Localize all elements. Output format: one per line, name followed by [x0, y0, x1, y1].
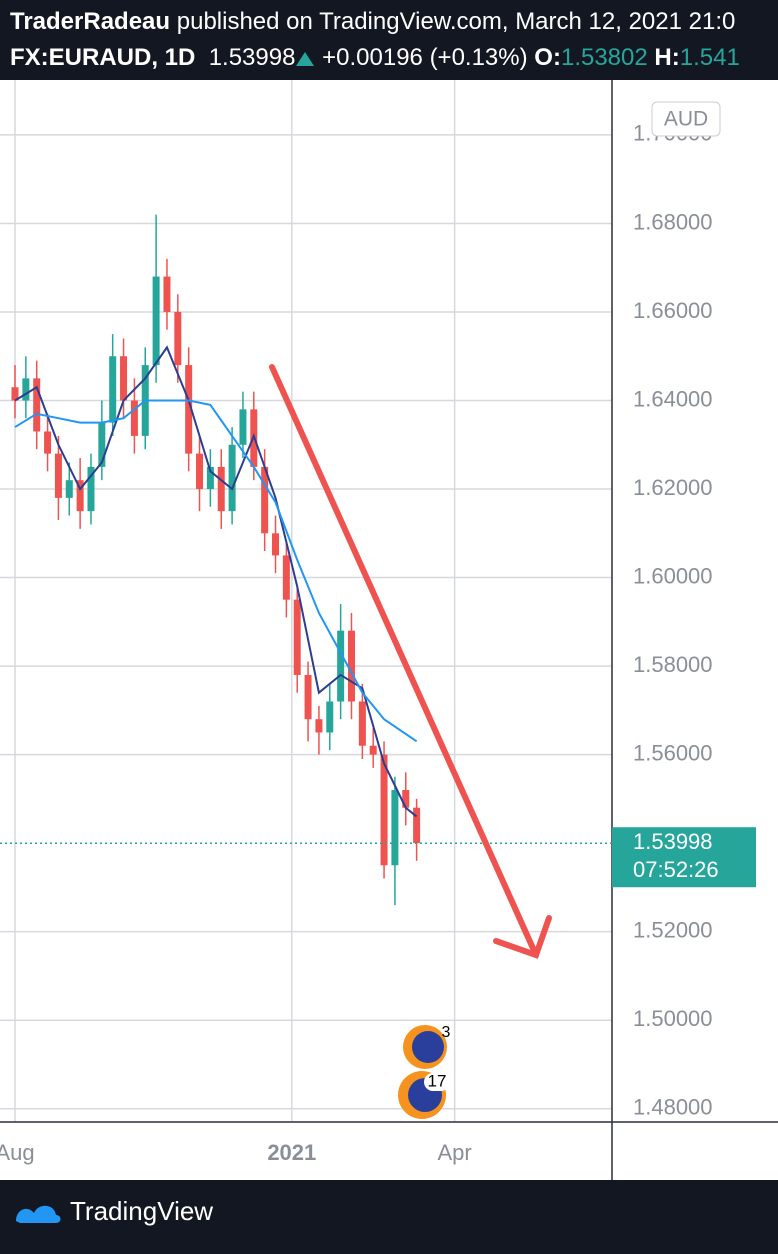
x-tick-label: Aug: [0, 1140, 35, 1165]
x-tick-label: Apr: [437, 1140, 471, 1165]
candle-body: [293, 599, 301, 675]
high-label: H:: [654, 44, 680, 71]
logo-text: TradingView: [70, 1196, 214, 1226]
y-tick-label: 1.58000: [633, 652, 713, 677]
candle-body: [54, 453, 62, 498]
event-icon: 17: [398, 1071, 450, 1119]
y-tick-label: 1.62000: [633, 475, 713, 500]
candle-body: [326, 701, 334, 733]
price-label-bg: [612, 827, 756, 888]
candle-body: [44, 431, 52, 454]
candle-body: [11, 387, 19, 401]
candle-body: [358, 701, 366, 746]
candle-body: [391, 790, 399, 866]
event-count: 17: [428, 1071, 447, 1090]
candle-body: [98, 422, 106, 467]
footer-logo: TradingView: [14, 1196, 213, 1227]
y-tick-label: 1.56000: [633, 740, 713, 765]
candle-body: [272, 533, 280, 556]
candle-body: [163, 276, 171, 312]
logo-icon: [16, 1205, 61, 1223]
currency-button[interactable]: [651, 101, 721, 137]
candle-body: [22, 378, 30, 401]
moving-average: [14, 399, 418, 743]
candle-body: [315, 719, 323, 733]
candle-body: [217, 466, 225, 512]
candle-body: [239, 409, 247, 445]
price-label: 1.53998: [633, 829, 713, 854]
y-tick-label: 1.64000: [633, 386, 713, 411]
candle-body: [337, 630, 345, 702]
price: 1.53998: [208, 44, 296, 71]
candle-body: [196, 453, 204, 490]
y-tick-label: 1.68000: [633, 209, 713, 234]
candle-body: [33, 378, 41, 432]
countdown: 07:52:26: [633, 857, 719, 882]
candle-body: [304, 674, 312, 720]
symbol: FX:EURAUD, 1D: [10, 44, 196, 71]
y-tick-label: 1.52000: [633, 917, 713, 942]
candle-body: [347, 630, 355, 702]
candle-body: [109, 356, 117, 423]
candle-body: [282, 555, 290, 600]
chart: 1.48000 1.50000 1.52000 1.56000 1.58000 1.600…: [0, 80, 778, 1180]
candle-body: [369, 745, 377, 755]
candle-body: [380, 754, 388, 866]
candle-body: [152, 276, 160, 366]
event-icon: 3: [403, 1024, 451, 1069]
candle-body: [402, 790, 410, 808]
candle-body: [185, 365, 193, 454]
candle-body: [65, 480, 73, 498]
x-tick-label: 2021: [267, 1140, 316, 1165]
candle-body: [413, 807, 421, 844]
open: 1.53802: [560, 44, 648, 71]
y-tick-label: 1.50000: [633, 1006, 713, 1031]
currency-label: AUD: [664, 108, 708, 131]
open-label: O:: [534, 44, 561, 71]
y-tick-label: 1.48000: [633, 1095, 713, 1120]
candle-body: [87, 466, 95, 512]
candle-body: [120, 356, 128, 401]
header-line: TraderRadeau published on TradingView.co…: [10, 8, 735, 36]
candle-body: [130, 400, 138, 436]
change: +0.00196 (+0.13%): [322, 44, 528, 71]
high: 1.541: [679, 44, 740, 71]
candle-body: [206, 466, 214, 490]
candle-body: [174, 311, 182, 366]
event-count: 3: [442, 1024, 451, 1041]
header-line: FX:EURAUD, 1D 1.53998 +0.00196 (+0.13%) …: [10, 44, 740, 72]
candle-body: [228, 444, 236, 512]
y-tick-label: 1.60000: [633, 563, 713, 588]
trend-arrow: [269, 364, 552, 959]
candle-body: [261, 466, 269, 534]
header: TraderRadeau published on TradingView.co…: [0, 0, 778, 80]
y-tick-label: 1.66000: [633, 298, 713, 323]
candle-body: [76, 480, 84, 512]
author: TraderRadeau: [10, 8, 171, 35]
up-icon: [296, 51, 315, 66]
published: published on TradingView.com, March 12, …: [176, 8, 736, 35]
